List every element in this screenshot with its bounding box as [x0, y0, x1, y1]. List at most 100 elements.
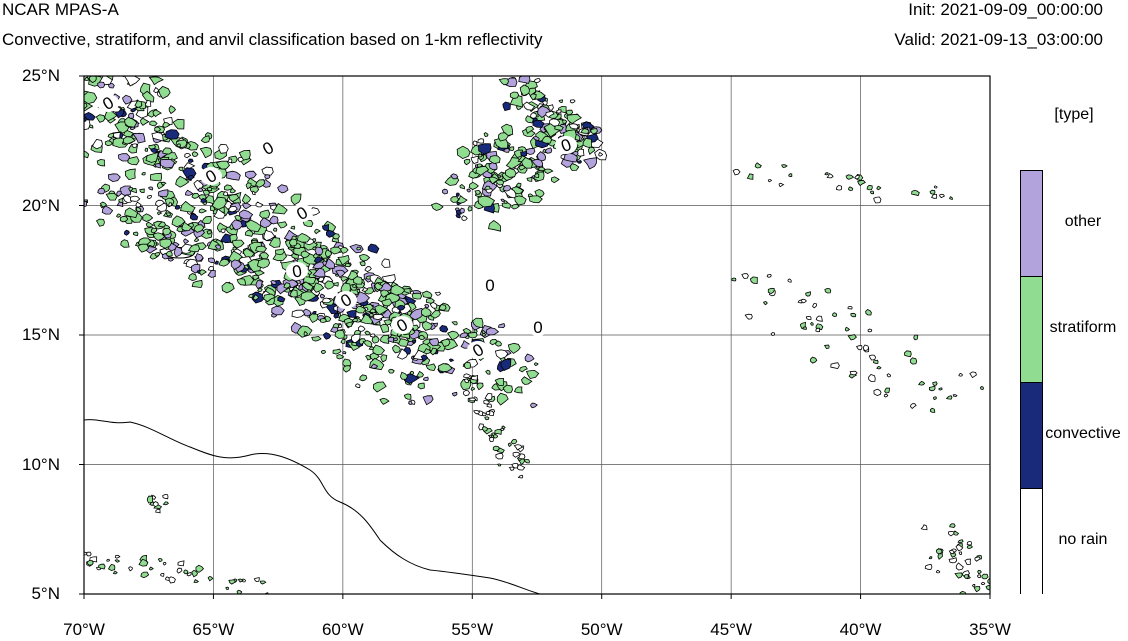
precip-cell — [168, 257, 175, 262]
precip-cell — [383, 319, 393, 326]
precip-cell — [361, 286, 369, 292]
precip-cell — [847, 334, 857, 341]
precip-cell — [255, 245, 268, 253]
precip-cell — [132, 132, 146, 144]
precip-cell — [478, 143, 492, 155]
precip-cell — [466, 377, 471, 382]
precip-cell — [468, 181, 479, 190]
precip-cell — [84, 200, 88, 207]
precip-cell — [141, 172, 146, 176]
precip-cell — [558, 99, 563, 103]
precip-cell — [518, 76, 531, 84]
precip-cell — [425, 363, 437, 372]
precip-cell — [379, 397, 390, 405]
precip-cell — [271, 203, 288, 215]
map-subtitle: Convective, stratiform, and anvil classi… — [2, 30, 543, 49]
precip-cell — [442, 188, 448, 195]
precip-cell — [332, 233, 340, 240]
precip-cell — [159, 158, 175, 169]
precip-cell — [355, 383, 361, 389]
precip-cell — [463, 361, 472, 369]
precip-cell — [503, 73, 508, 76]
precip-cell — [226, 170, 241, 181]
precip-cell — [340, 339, 346, 344]
precip-cell — [472, 317, 484, 329]
precip-cell — [805, 291, 811, 297]
precip-cell — [815, 315, 823, 322]
precip-cell — [365, 354, 371, 361]
precip-cell — [193, 224, 205, 233]
precip-cell — [509, 91, 520, 99]
precip-cell — [429, 338, 440, 347]
precip-cell — [223, 184, 234, 191]
precip-cell — [186, 572, 192, 577]
precip-cell — [530, 402, 538, 409]
precip-cell — [259, 580, 267, 585]
precip-cell — [525, 125, 535, 135]
contour-label-bg — [291, 204, 313, 222]
precip-cell — [218, 258, 230, 267]
precip-cell — [255, 179, 266, 188]
precip-cell — [397, 304, 406, 311]
precip-cell — [507, 442, 512, 448]
precip-cell — [234, 214, 242, 221]
precip-cell — [486, 327, 500, 336]
legend-swatch — [1020, 488, 1043, 594]
precip-cell — [447, 330, 460, 341]
precip-cell — [320, 349, 326, 355]
precip-cell — [948, 557, 958, 564]
precip-cell — [518, 365, 528, 373]
precip-cell — [781, 164, 788, 169]
precip-cell — [918, 381, 926, 386]
precip-cell — [355, 305, 367, 314]
precip-cell — [850, 312, 857, 318]
precip-cell — [151, 132, 164, 142]
precip-cell — [451, 391, 458, 397]
precip-cell — [485, 411, 491, 416]
precip-cell — [191, 569, 198, 578]
precip-cell — [421, 320, 433, 331]
precip-cell — [165, 576, 170, 581]
contour-label-bg — [391, 316, 413, 334]
precip-cell — [271, 305, 285, 316]
precip-cell — [364, 330, 371, 336]
precip-cell — [150, 148, 159, 153]
precip-cell — [218, 143, 229, 154]
precip-cell — [206, 187, 212, 192]
precip-cell — [979, 386, 984, 390]
precip-cell — [448, 358, 455, 362]
precip-cell — [98, 563, 106, 570]
precip-cell — [207, 269, 216, 278]
precip-cell — [65, 67, 76, 76]
precip-cell — [475, 165, 490, 176]
precip-cell — [514, 195, 527, 206]
precip-cell — [482, 426, 488, 432]
precip-cell — [253, 270, 265, 277]
precip-cell — [159, 238, 173, 249]
precip-cell — [980, 581, 986, 586]
contour-label-bg — [479, 276, 501, 294]
precip-cell — [883, 393, 889, 398]
precip-cell — [884, 387, 890, 394]
precip-cell — [977, 574, 982, 579]
precip-cell — [178, 166, 184, 172]
precip-cell — [290, 193, 302, 206]
map-title: NCAR MPAS-A — [2, 0, 119, 19]
precip-cell — [106, 558, 110, 562]
precip-cell — [155, 508, 161, 514]
precip-cell — [507, 342, 521, 354]
precip-cell — [173, 246, 183, 258]
precip-cell — [749, 276, 758, 285]
precip-cell — [162, 147, 173, 155]
precip-cell — [137, 243, 150, 253]
precip-cell — [494, 377, 505, 386]
x-tick-label: 45°W — [710, 620, 753, 639]
precip-cell — [168, 202, 173, 208]
precip-cell — [272, 227, 278, 232]
precip-cell — [949, 523, 956, 528]
precip-cell — [396, 348, 408, 360]
precip-cell — [582, 157, 598, 170]
precip-cell — [805, 315, 812, 320]
precip-cell — [158, 85, 171, 100]
precip-cell — [374, 282, 384, 291]
